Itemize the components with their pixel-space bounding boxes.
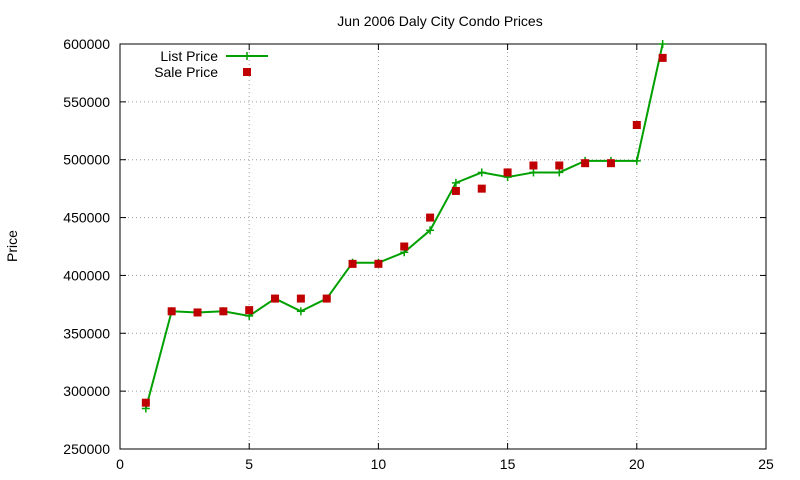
series-sale-price: [141, 53, 667, 407]
data-point: [451, 186, 460, 195]
x-tick-label: 10: [371, 456, 387, 472]
data-point: [606, 159, 615, 168]
y-tick-label: 350000: [63, 325, 110, 341]
x-tick-label: 5: [245, 456, 253, 472]
data-point: [296, 294, 305, 303]
data-point: [451, 178, 460, 187]
data-point: [658, 40, 667, 48]
legend-label: List Price: [160, 48, 218, 64]
legend-label: Sale Price: [154, 64, 218, 80]
x-tick-label: 20: [629, 456, 645, 472]
x-tick-label: 0: [116, 456, 124, 472]
data-point: [296, 307, 305, 316]
x-tick-label: 25: [758, 456, 774, 472]
y-tick-label: 450000: [63, 210, 110, 226]
data-point: [581, 159, 590, 168]
data-series: [141, 40, 667, 413]
data-point: [632, 121, 641, 129]
data-point: [426, 226, 435, 235]
data-point: [400, 242, 409, 251]
data-point: [658, 53, 667, 62]
y-tick-label: 400000: [63, 267, 110, 283]
data-point: [632, 156, 641, 165]
y-tick-label: 500000: [63, 152, 110, 168]
data-point: [503, 168, 512, 177]
x-tick-label: 15: [500, 456, 516, 472]
data-point: [477, 168, 486, 177]
data-point: [374, 259, 383, 268]
data-point: [167, 307, 176, 316]
y-axis-ticks: 250000 300000 350000 400000 450000 500000 5500…: [63, 36, 766, 457]
data-point: [529, 168, 538, 177]
x-axis-ticks: 0 5 10 15 20 25: [116, 44, 774, 472]
data-point: [348, 259, 357, 268]
y-tick-label: 600000: [63, 36, 110, 52]
y-tick-label: 550000: [63, 94, 110, 110]
legend-marker: [243, 52, 251, 60]
data-point: [245, 306, 254, 315]
data-point: [529, 161, 538, 170]
chart-title: Jun 2006 Daly City Condo Prices: [337, 13, 542, 29]
data-point: [426, 213, 435, 222]
data-point: [271, 294, 280, 303]
data-point: [555, 161, 564, 170]
legend-marker: [243, 68, 251, 76]
y-axis-label: Price: [4, 230, 20, 262]
series-line: [144, 43, 664, 409]
grid-lines: [120, 44, 766, 449]
data-point: [193, 308, 202, 317]
data-point: [141, 398, 150, 407]
data-point: [322, 294, 331, 303]
data-point: [555, 168, 564, 177]
data-point: [219, 307, 228, 316]
series-list-price: [141, 40, 667, 413]
plot-border: [119, 43, 767, 450]
y-tick-label: 300000: [63, 383, 110, 399]
y-tick-label: 250000: [63, 441, 110, 457]
data-point: [477, 184, 486, 193]
plot-frame: [119, 43, 767, 450]
